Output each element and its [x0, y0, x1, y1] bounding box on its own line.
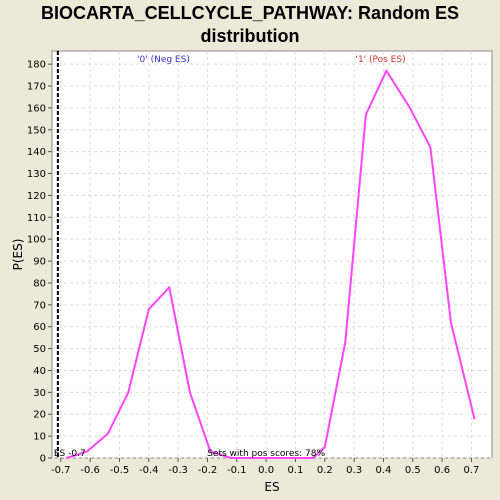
data-point [189, 391, 191, 394]
y-tick-label: 130 [27, 169, 46, 180]
data-point [324, 446, 326, 448]
x-axis-ticks: -0.7 -0.6 -0.5 -0.4 -0.3 -0.2 -0.1 0.0 0.1 0.2 0.3… [51, 458, 479, 476]
plot-area [51, 50, 493, 459]
series-group [65, 69, 476, 459]
y-axis-label: P(ES) [11, 239, 25, 271]
y-tick-label: 80 [33, 278, 46, 289]
data-point [450, 321, 452, 324]
data-point [409, 107, 411, 109]
data-point [127, 391, 130, 394]
observed-es-label: ES -0.7 [54, 449, 86, 459]
y-tick-label: 120 [27, 191, 46, 202]
y-tick-label: 0 [40, 454, 46, 465]
data-point [209, 450, 212, 453]
x-tick-label: 0.1 [288, 465, 304, 476]
data-point [365, 113, 367, 116]
x-tick-label: 0.5 [405, 465, 421, 476]
y-tick-label: 10 [33, 432, 46, 443]
x-tick-label: -0.4 [139, 465, 159, 476]
x-tick-label: 0.2 [317, 465, 333, 476]
data-point [106, 433, 109, 435]
x-axis-label: ES [264, 480, 279, 494]
x-tick-label: -0.1 [227, 465, 247, 476]
annotation-label: '1' (Pos ES) [355, 55, 405, 65]
data-point [271, 457, 273, 459]
data-point [429, 146, 432, 149]
x-tick-label: 0.7 [464, 465, 480, 476]
x-tick-label: 0.4 [376, 465, 392, 476]
observed-es-group: ES -0.7 [54, 51, 86, 459]
y-tick-label: 110 [27, 213, 46, 224]
y-tick-label: 90 [33, 257, 46, 268]
y-tick-label: 50 [33, 344, 46, 355]
data-point [473, 417, 476, 420]
data-point [291, 457, 294, 459]
y-axis-ticks: 0 10 20 30 40 50 60 70 80 90 100 110 120 130 140 150 160… [27, 60, 52, 465]
y-tick-label: 150 [27, 125, 46, 136]
x-tick-label: -0.2 [198, 465, 218, 476]
x-tick-label: 0.0 [258, 465, 274, 476]
data-point [344, 341, 347, 343]
chart-title: BIOCARTA_CELLCYCLE_PATHWAY: Random ES di… [40, 3, 460, 46]
y-tick-label: 160 [27, 103, 46, 114]
annotation-label: '0' (Neg ES) [137, 55, 190, 65]
x-tick-label: -0.6 [80, 465, 100, 476]
data-point [230, 457, 232, 459]
data-point [65, 457, 68, 459]
y-tick-label: 100 [27, 235, 46, 246]
data-point [148, 308, 150, 311]
y-tick-label: 140 [27, 147, 46, 158]
x-tick-label: -0.3 [168, 465, 188, 476]
data-point [312, 457, 314, 459]
y-tick-label: 180 [27, 60, 46, 71]
data-point [250, 457, 253, 459]
annotations-group: '0' (Neg ES) '1' (Pos ES) Sets with pos sc… [137, 55, 406, 459]
data-point [86, 450, 88, 453]
y-tick-label: 20 [33, 410, 46, 421]
grid-lines [52, 51, 492, 459]
y-tick-label: 30 [33, 388, 46, 399]
data-point [168, 286, 171, 289]
y-tick-label: 70 [33, 300, 46, 311]
x-tick-label: 0.6 [434, 465, 450, 476]
y-tick-label: 170 [27, 82, 46, 93]
x-tick-label: -0.7 [51, 465, 71, 476]
x-tick-label: 0.3 [346, 465, 362, 476]
annotation-label: Sets with pos scores: 78% [207, 449, 325, 459]
y-tick-label: 60 [33, 322, 46, 333]
y-tick-label: 40 [33, 366, 46, 377]
x-tick-label: -0.5 [110, 465, 130, 476]
data-point [385, 69, 388, 72]
